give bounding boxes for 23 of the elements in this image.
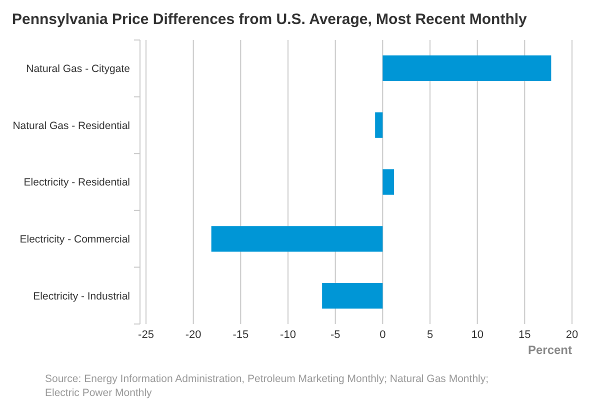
y-tick-label: Electricity - Residential [24, 176, 130, 189]
x-tick-label: 5 [426, 329, 434, 341]
x-tick-label: 10 [471, 329, 484, 341]
x-tick-label: 0 [380, 329, 386, 341]
x-tick-label: -15 [232, 329, 249, 341]
bar [382, 169, 394, 195]
x-tick-label: -5 [330, 329, 340, 341]
chart-title: Pennsylvania Price Differences from U.S. Average, Most Recent Monthly [12, 11, 528, 28]
bar [322, 283, 383, 309]
x-tick-label: -20 [185, 329, 202, 341]
x-tick-label: 20 [566, 329, 578, 341]
bar [375, 112, 383, 138]
x-tick-label: -25 [138, 329, 154, 341]
x-tick-label: -10 [280, 329, 296, 341]
x-tick-label: 15 [518, 329, 531, 341]
y-tick-label: Natural Gas - Citygate [26, 62, 130, 75]
y-tick-label: Electricity - Commercial [20, 234, 130, 246]
y-tick-label: Electricity - Industrial [33, 290, 130, 303]
source-note: Source: Energy Information Administration, Petroleum Marketing Monthly; Natural Gas Monthly; Electric Power Monthly [45, 373, 489, 399]
bar [211, 226, 383, 252]
y-tick-label: Natural Gas - Residential [12, 120, 130, 132]
x-axis-title: Percent [528, 343, 572, 357]
bar [382, 55, 552, 81]
